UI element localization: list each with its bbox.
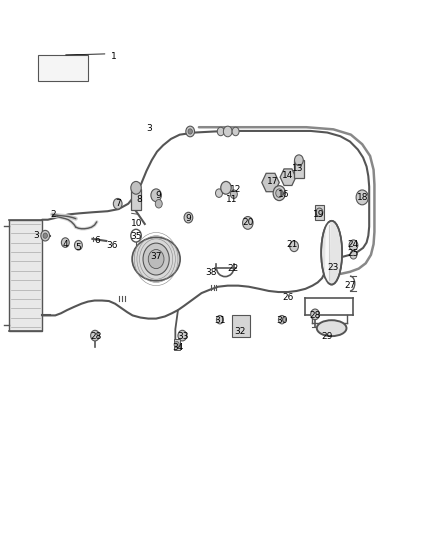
Circle shape bbox=[184, 212, 193, 223]
Circle shape bbox=[188, 129, 192, 134]
Text: 34: 34 bbox=[172, 343, 184, 352]
Circle shape bbox=[186, 126, 194, 137]
Circle shape bbox=[216, 316, 223, 324]
Circle shape bbox=[217, 127, 224, 136]
Text: 17: 17 bbox=[266, 177, 278, 186]
Text: 12: 12 bbox=[230, 185, 241, 194]
Text: 35: 35 bbox=[130, 232, 142, 241]
Text: 9: 9 bbox=[156, 191, 162, 200]
Circle shape bbox=[41, 230, 49, 241]
Text: 36: 36 bbox=[107, 241, 118, 250]
Text: 38: 38 bbox=[205, 269, 217, 277]
Text: 33: 33 bbox=[177, 332, 189, 341]
Text: 11: 11 bbox=[226, 195, 237, 204]
Text: 10: 10 bbox=[131, 220, 143, 229]
Circle shape bbox=[221, 181, 231, 194]
Polygon shape bbox=[262, 173, 279, 192]
Text: 19: 19 bbox=[313, 210, 324, 219]
Ellipse shape bbox=[321, 221, 342, 285]
Circle shape bbox=[143, 243, 169, 275]
Text: 3: 3 bbox=[146, 124, 152, 133]
Circle shape bbox=[74, 240, 82, 250]
Circle shape bbox=[350, 251, 357, 259]
Text: 1: 1 bbox=[110, 52, 116, 61]
Text: 13: 13 bbox=[292, 164, 304, 173]
Circle shape bbox=[155, 199, 162, 208]
Text: 3: 3 bbox=[34, 231, 39, 240]
Text: 37: 37 bbox=[150, 253, 162, 261]
Text: 14: 14 bbox=[283, 171, 293, 180]
Ellipse shape bbox=[317, 320, 346, 336]
Text: 9: 9 bbox=[186, 214, 191, 223]
Polygon shape bbox=[280, 169, 296, 185]
Text: 5: 5 bbox=[75, 243, 81, 252]
Text: 28: 28 bbox=[90, 332, 102, 341]
Circle shape bbox=[290, 241, 298, 252]
Text: 32: 32 bbox=[234, 327, 246, 336]
Text: 26: 26 bbox=[283, 293, 293, 302]
Text: 24: 24 bbox=[347, 240, 358, 249]
Text: 7: 7 bbox=[115, 199, 120, 208]
Circle shape bbox=[273, 185, 286, 200]
Text: 23: 23 bbox=[328, 263, 339, 272]
Circle shape bbox=[43, 233, 47, 238]
Circle shape bbox=[243, 216, 253, 229]
Circle shape bbox=[91, 330, 99, 341]
Text: 22: 22 bbox=[227, 264, 239, 273]
Circle shape bbox=[232, 127, 239, 136]
Circle shape bbox=[349, 240, 358, 251]
Bar bbox=[294, 160, 304, 178]
Circle shape bbox=[61, 238, 69, 247]
Bar bbox=[232, 316, 251, 337]
Bar bbox=[38, 55, 88, 82]
Circle shape bbox=[178, 330, 187, 341]
Bar bbox=[131, 189, 141, 210]
Circle shape bbox=[294, 155, 303, 165]
Text: 8: 8 bbox=[137, 195, 142, 204]
Text: 2: 2 bbox=[50, 210, 56, 219]
Bar bbox=[315, 205, 324, 220]
Circle shape bbox=[316, 208, 323, 216]
Circle shape bbox=[148, 249, 164, 269]
Text: 16: 16 bbox=[278, 190, 290, 199]
Circle shape bbox=[279, 316, 286, 324]
Text: 30: 30 bbox=[276, 316, 288, 325]
Circle shape bbox=[151, 189, 161, 201]
Text: 29: 29 bbox=[321, 332, 333, 341]
Circle shape bbox=[215, 189, 223, 197]
Circle shape bbox=[113, 198, 122, 209]
Text: 21: 21 bbox=[286, 240, 298, 249]
Circle shape bbox=[223, 126, 232, 137]
Circle shape bbox=[311, 309, 319, 320]
Text: 25: 25 bbox=[347, 249, 358, 259]
Circle shape bbox=[230, 190, 237, 198]
Circle shape bbox=[131, 181, 141, 194]
Bar bbox=[173, 339, 180, 351]
Text: 28: 28 bbox=[309, 311, 321, 320]
Text: 6: 6 bbox=[95, 237, 100, 246]
Circle shape bbox=[356, 190, 368, 205]
Text: 20: 20 bbox=[242, 219, 254, 228]
Text: 4: 4 bbox=[63, 240, 68, 249]
Text: 27: 27 bbox=[344, 281, 356, 290]
Text: 31: 31 bbox=[214, 316, 226, 325]
Text: 18: 18 bbox=[357, 193, 368, 202]
Ellipse shape bbox=[132, 237, 180, 281]
Bar bbox=[10, 220, 42, 332]
Circle shape bbox=[276, 189, 283, 197]
Circle shape bbox=[174, 342, 179, 348]
